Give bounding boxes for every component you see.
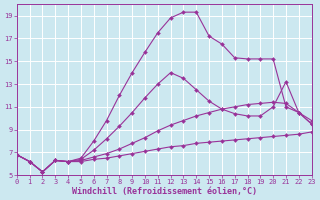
- X-axis label: Windchill (Refroidissement éolien,°C): Windchill (Refroidissement éolien,°C): [72, 187, 257, 196]
